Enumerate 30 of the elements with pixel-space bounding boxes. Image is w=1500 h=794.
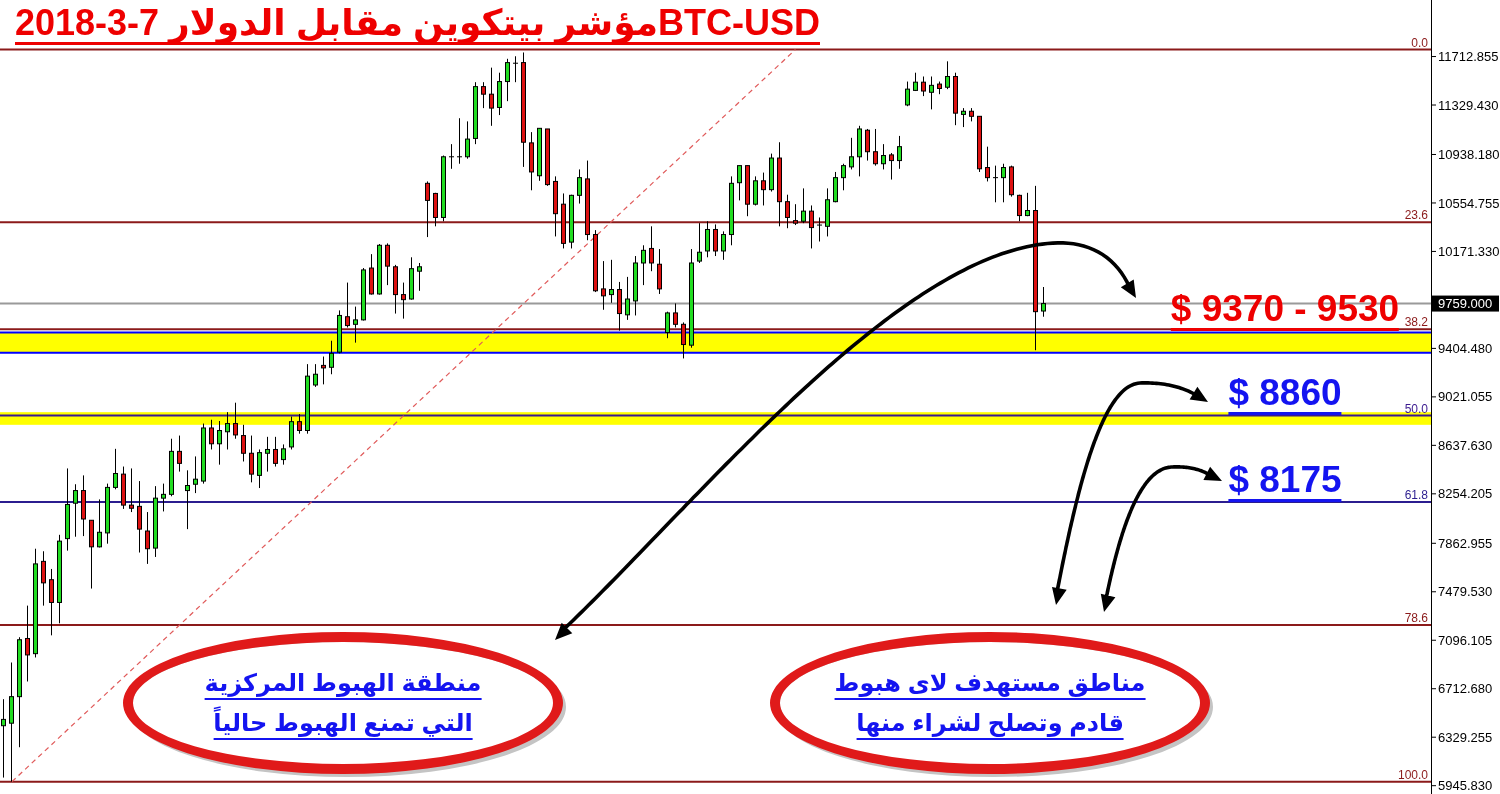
y-tick-label: 9021.055 [1438,389,1493,405]
y-tick-label: 7479.530 [1438,584,1493,600]
y-tick-label: 10554.755 [1438,195,1500,211]
y-tick-label: 11712.855 [1438,49,1499,65]
y-tick-label: 10171.330 [1438,243,1500,259]
candlestick [1,699,6,778]
ref-line-label: 100.0 [1397,767,1429,782]
y-tick-label: 10938.180 [1438,147,1500,163]
annotation: $ 8175 [1228,458,1342,502]
y-tick-label: 7096.105 [1438,632,1493,648]
annotation: $ 9370 - 9530 [1170,287,1400,331]
ref-line-label: 78.6 [1404,610,1429,625]
ref-line-label: 38.2 [1404,315,1429,330]
y-tick-label: 5945.830 [1438,778,1493,794]
annotation: منطقة الهبوط المركزية التي تمنع الهبوط حالياً [204,668,482,739]
y-tick-label: 8254.205 [1438,486,1493,502]
y-tick-label: 6712.680 [1438,681,1493,697]
ref-line-label: 50.0 [1404,401,1429,416]
ref-line-label: 23.6 [1404,208,1429,223]
annotation: $ 8860 [1228,372,1342,416]
ref-line-label: 61.8 [1404,487,1429,502]
y-tick-label: 7862.955 [1438,535,1493,551]
chart-title: 2018-3-7 مؤشر بيتكوين مقابل الدولارBTC-USD [15,2,821,45]
y-tick-label: 8637.630 [1438,437,1493,453]
annotation: مناطق مستهدف لاى هبوط قادم وتصلح لشراء منها [834,668,1146,739]
y-tick-label: 9759.000 [1438,296,1493,312]
y-tick-label: 9404.480 [1438,340,1493,356]
y-tick-label: 6329.255 [1438,729,1493,745]
y-tick-label: 11329.430 [1438,97,1499,113]
ref-line-label: 0.0 [1411,35,1429,50]
